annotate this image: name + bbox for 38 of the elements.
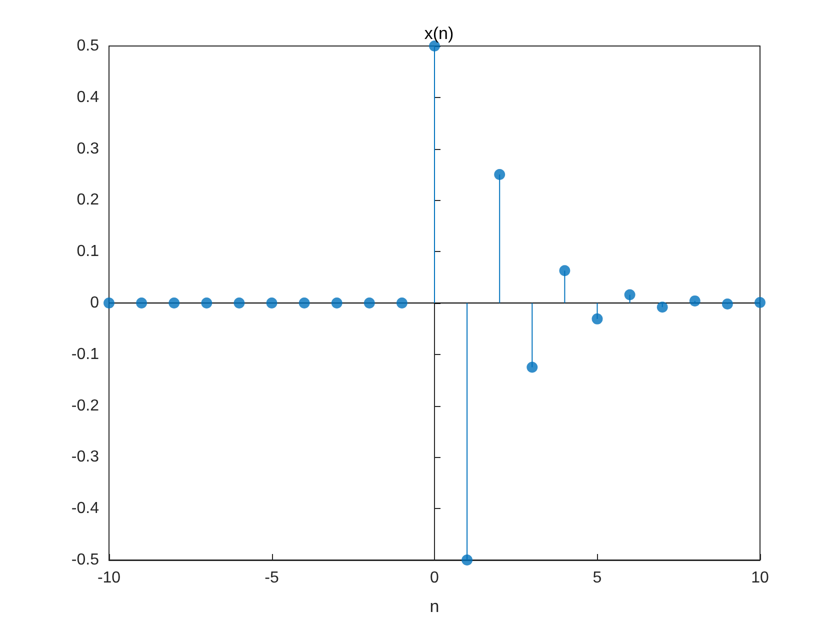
point: [462, 554, 473, 566]
x-axis-title: n: [430, 597, 440, 616]
point: [136, 298, 148, 308]
y-tick-label: 0.1: [76, 243, 100, 260]
x-tick-label: 5: [592, 570, 602, 586]
x-tick-label: 0: [430, 570, 440, 586]
point: [168, 298, 180, 308]
y-tick-label: 0.4: [76, 88, 100, 106]
point: [201, 298, 212, 308]
point: [559, 265, 570, 276]
point: [624, 289, 636, 300]
y-tick-label: -0.2: [71, 397, 100, 414]
point: [722, 298, 733, 310]
y-tick-label: 0.5: [76, 38, 100, 54]
point: [298, 298, 310, 308]
point: [266, 298, 278, 308]
point: [656, 302, 668, 313]
x-tick-label: -5: [264, 570, 279, 586]
point: [526, 362, 538, 373]
y-tick-label: -0.1: [71, 346, 100, 363]
point: [592, 313, 603, 324]
point: [689, 295, 700, 306]
y-tick-label: 0.2: [76, 192, 100, 209]
y-tick-label: -0.3: [71, 448, 100, 466]
point: [396, 298, 408, 308]
point: [364, 298, 375, 308]
x-tick-label: -10: [97, 570, 121, 586]
point: [104, 298, 114, 308]
y-tick-label: -0.4: [71, 500, 100, 518]
y-tick-label: -0.5: [71, 552, 100, 568]
chart-title: x(n): [424, 24, 454, 43]
point: [331, 298, 342, 308]
point: [494, 169, 506, 180]
y-tick-label: 0.3: [76, 140, 100, 158]
x-tick-label: 10: [751, 570, 769, 586]
y-tick-label: 0: [90, 294, 100, 312]
point: [234, 298, 245, 308]
point: [754, 296, 766, 308]
